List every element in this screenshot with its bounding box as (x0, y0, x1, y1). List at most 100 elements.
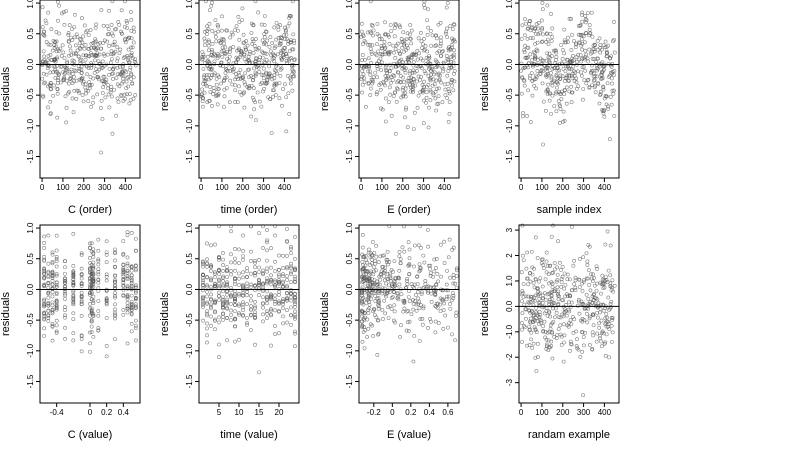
data-point (580, 288, 585, 293)
data-point (126, 55, 131, 60)
data-point (437, 71, 441, 76)
data-point (261, 312, 265, 317)
data-point (109, 84, 114, 89)
data-point (567, 309, 572, 314)
data-point (71, 264, 76, 268)
data-point (397, 23, 402, 28)
data-point (558, 73, 563, 78)
data-point (417, 339, 422, 343)
data-point (293, 305, 297, 309)
data-point (437, 86, 441, 91)
data-point (128, 65, 133, 70)
data-point (448, 275, 453, 280)
data-point (610, 330, 615, 335)
data-point (453, 338, 458, 343)
data-point (46, 315, 51, 320)
data-point (433, 303, 438, 308)
y-tick-label: -1.5 (345, 149, 354, 163)
data-point (279, 49, 284, 54)
data-point (215, 87, 220, 92)
data-point (52, 64, 57, 69)
data-point (233, 282, 237, 287)
data-point (254, 56, 259, 61)
data-point (59, 64, 64, 69)
x-tick-label: 0.4 (424, 408, 436, 417)
data-point (68, 48, 73, 53)
data-point (245, 266, 249, 271)
data-point (258, 55, 262, 60)
data-point (550, 271, 554, 276)
data-point (65, 65, 69, 70)
data-point (362, 80, 367, 85)
data-point (70, 96, 75, 101)
data-point (274, 82, 279, 87)
x-axis-label: time (value) (220, 429, 277, 441)
x-tick-label: 400 (438, 183, 452, 192)
data-point (601, 281, 606, 286)
data-point (430, 65, 435, 70)
data-point (71, 283, 76, 288)
data-point (570, 54, 575, 58)
data-point (373, 294, 378, 298)
data-point (98, 106, 103, 110)
data-point (562, 27, 567, 32)
data-point (274, 20, 279, 25)
data-point (269, 131, 274, 135)
data-point (414, 53, 419, 57)
data-point (236, 14, 241, 19)
data-point (56, 0, 60, 4)
data-point (612, 113, 617, 118)
data-point (83, 85, 88, 90)
data-point (529, 249, 534, 254)
data-point (106, 83, 111, 87)
data-point (219, 81, 224, 86)
data-point (212, 59, 217, 64)
data-point (421, 306, 426, 311)
data-point (63, 305, 67, 309)
data-point (372, 269, 377, 274)
data-point (373, 70, 378, 75)
data-point (229, 312, 233, 317)
data-point (203, 29, 207, 34)
data-point (434, 108, 439, 113)
data-point (368, 29, 373, 34)
data-point (104, 260, 109, 265)
data-point (587, 268, 591, 273)
data-point (89, 66, 93, 70)
data-point (233, 247, 237, 251)
data-point (435, 272, 440, 276)
y-tick-label: 1.0 (505, 275, 514, 287)
data-point (80, 16, 84, 20)
data-point (253, 260, 257, 265)
data-point (125, 286, 130, 291)
data-point (435, 50, 440, 55)
data-point (209, 314, 213, 319)
data-point (550, 330, 555, 335)
data-point (257, 370, 261, 375)
data-point (561, 359, 566, 364)
data-points (519, 223, 617, 398)
data-point (603, 242, 608, 247)
data-point (293, 313, 297, 317)
data-point (387, 271, 392, 276)
data-point (542, 311, 547, 316)
data-point (245, 275, 249, 279)
data-point (376, 260, 381, 264)
data-point (404, 37, 409, 42)
data-point (534, 369, 539, 373)
data-point (576, 24, 581, 28)
data-point (129, 279, 134, 284)
data-point (265, 258, 269, 263)
data-point (119, 29, 123, 34)
data-point (574, 80, 579, 85)
data-point (52, 83, 56, 88)
x-tick-label: 0.2 (101, 408, 113, 417)
data-point (543, 277, 548, 282)
data-point (580, 330, 585, 335)
data-point (102, 75, 107, 79)
data-point (91, 280, 96, 285)
data-point (543, 109, 548, 113)
data-point (83, 53, 88, 58)
data-point (237, 20, 242, 25)
data-point (374, 53, 379, 58)
